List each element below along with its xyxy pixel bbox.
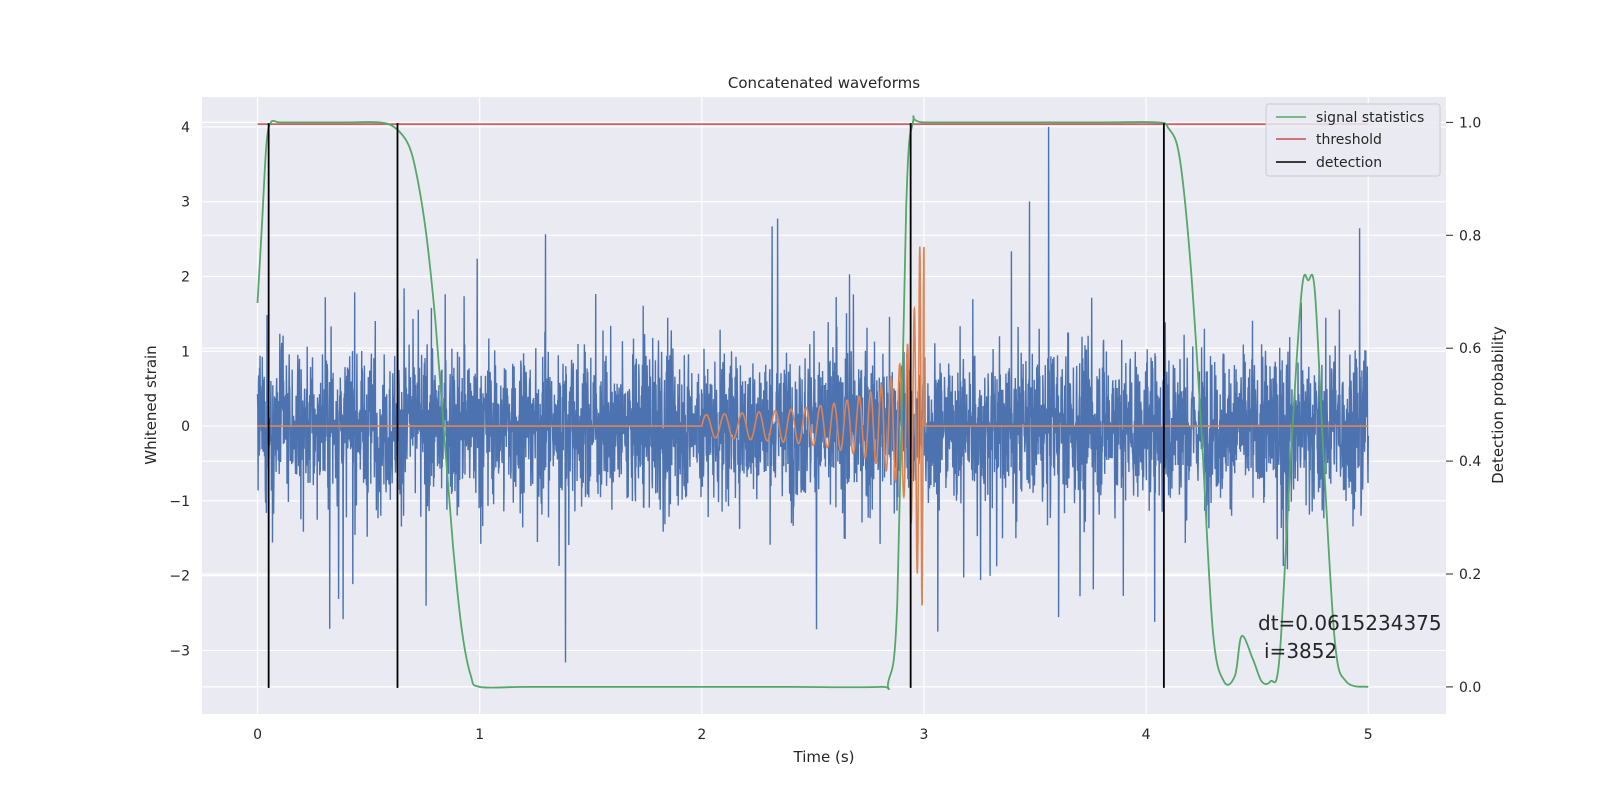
y-axis-label: Whitened strain (142, 345, 160, 464)
annotation-dt: dt=0.0615234375 (1258, 611, 1442, 635)
y2-tick-label: 0.6 (1459, 341, 1481, 357)
y-tick-label: −3 (169, 643, 190, 659)
y-tick-label: 0 (181, 419, 190, 435)
x-tick-label: 4 (1142, 727, 1151, 743)
y2-tick-label: 0.2 (1459, 567, 1481, 583)
y-tick-label: −2 (169, 569, 190, 585)
x-tick-label: 3 (920, 727, 929, 743)
legend: signal statistics threshold detection (1265, 103, 1441, 177)
y-tick-label: 1 (181, 344, 190, 360)
legend-label-detection: detection (1316, 155, 1382, 171)
data-layer (256, 115, 1369, 690)
signal-statistics-line (256, 115, 1369, 690)
y2-tick-label: 0.8 (1459, 228, 1481, 244)
y-tick-label: 2 (181, 269, 190, 285)
legend-box (1265, 103, 1441, 177)
template-line (257, 246, 1369, 606)
y-tick-label: 3 (181, 195, 190, 211)
x-tick-label: 0 (253, 727, 262, 743)
axes: 0 1 2 3 4 5 −3 −2 −1 0 1 2 3 4 0.0 0.2 0.4 0.6 0.8 1.0 (169, 115, 1481, 743)
x-tick-label: 5 (1364, 727, 1373, 743)
annotation-index: i=3852 (1264, 639, 1337, 663)
legend-label-threshold: threshold (1316, 132, 1382, 148)
chart-title: Concatenated waveforms (728, 74, 920, 92)
y2-tick-label: 1.0 (1459, 115, 1481, 131)
x-tick-label: 1 (475, 727, 484, 743)
y2-tick-label: 0.4 (1459, 454, 1481, 470)
x-tick-label: 2 (697, 727, 706, 743)
y-tick-label: 4 (181, 120, 190, 136)
y2-axis-label: Detection probability (1489, 326, 1507, 484)
legend-label-signal-statistics: signal statistics (1316, 110, 1424, 126)
y2-tick-label: 0.0 (1459, 680, 1481, 696)
y-tick-label: −1 (169, 494, 190, 510)
x-axis-label: Time (s) (793, 748, 855, 766)
